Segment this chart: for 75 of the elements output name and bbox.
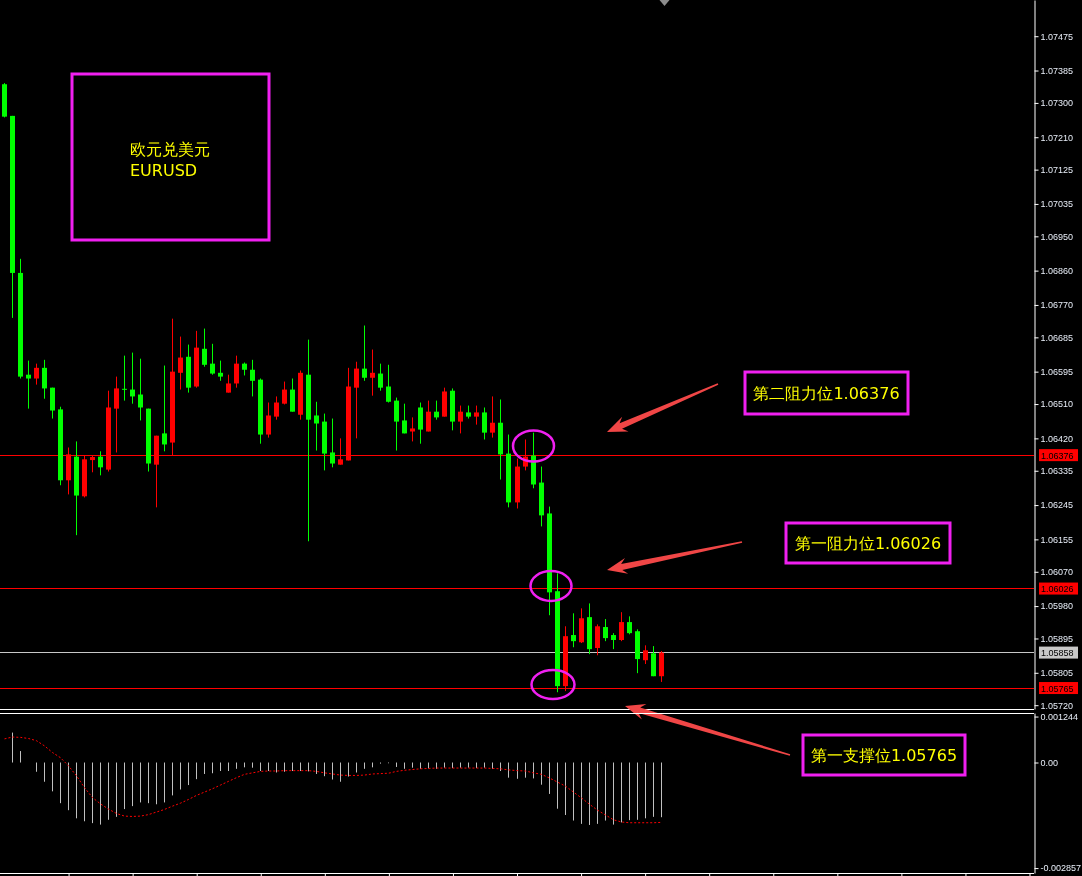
y-tick-label: 1.05805 [1040,668,1074,679]
candlestick [595,623,600,656]
candlestick [426,400,431,432]
text: 欧元兑美元 [130,140,210,159]
candlestick [34,363,39,386]
y-tick-label: 1.07475 [1040,31,1074,42]
y-tick-label: 1.05980 [1040,601,1074,612]
candlestick [659,650,664,683]
candlestick [418,402,423,445]
candlestick [603,618,608,642]
candlestick [330,418,335,468]
candlestick [98,450,103,476]
candlestick [122,355,127,402]
y-tick-label: 1.06510 [1040,399,1074,410]
candlestick [234,355,239,389]
y-tick-label: 1.06950 [1040,231,1074,242]
candlestick [314,401,319,452]
candlestick [114,376,119,453]
candlestick [266,402,271,439]
candlestick [490,395,495,439]
candlestick [178,336,183,391]
candlestick [290,378,295,413]
y-tick-label: 1.07125 [1040,165,1074,176]
candlestick [458,405,463,434]
y-tick-label: 1.06070 [1040,567,1074,578]
ref-line-label: 1.05765 [1041,683,1074,694]
ref-line-label: 1.06376 [1041,450,1074,461]
candlestick [394,397,399,452]
candlestick [482,406,487,440]
y-tick-label: 1.05895 [1040,633,1074,644]
candlestick [354,361,359,439]
candlestick [210,343,215,376]
candlestick [202,328,207,368]
annotation: 第一阻力位1.06026 [794,534,942,553]
candlestick [42,359,47,400]
candlestick [474,405,479,426]
y-tick-label: 1.06420 [1040,433,1074,444]
candlestick [138,358,143,421]
text: EURUSD [130,161,198,180]
y-tick-label: 1.06860 [1040,266,1074,277]
candlestick [370,349,375,397]
candlestick [619,611,624,642]
candlestick [26,360,31,410]
candlestick [410,416,415,442]
ref-line-label: 1.06026 [1041,584,1074,595]
candlestick [362,325,367,382]
y-tick-label: 1.07300 [1040,98,1074,109]
y-tick-label: 1.05720 [1040,700,1074,711]
y-tick-label: 1.06155 [1040,534,1074,545]
candlestick [378,363,383,392]
candlestick [162,365,167,452]
y-tick-label: 1.06335 [1040,466,1074,477]
candlestick [274,395,279,421]
candlestick [386,364,391,404]
ref-line-label: 1.05858 [1041,648,1074,659]
candlestick [571,612,576,648]
y-tick-label: 1.07385 [1040,65,1074,76]
y-tick-label: 1.07035 [1040,199,1074,210]
line-series [4,736,662,824]
y-tick-label: 1.06595 [1040,367,1074,378]
y-tick-label: 1.06685 [1040,332,1074,343]
y-tick-label: 0.00 [1040,757,1059,768]
annotation: 第二阻力位1.06376 [753,384,900,403]
y-tick-label: 0.001244 [1040,711,1079,722]
candlestick [250,359,255,397]
candlestick [651,645,656,677]
y-tick-label: 1.07210 [1040,132,1074,143]
candlestick [402,403,407,434]
candlestick [643,644,648,665]
y-tick-label: 1.06770 [1040,300,1074,311]
y-tick-label: -0.002857 [1040,863,1082,874]
y-tick-label: 1.06245 [1040,500,1074,511]
candlestick [50,387,55,420]
candlestick [218,360,223,382]
annotation: 第一支撑位1.05765 [810,746,958,765]
